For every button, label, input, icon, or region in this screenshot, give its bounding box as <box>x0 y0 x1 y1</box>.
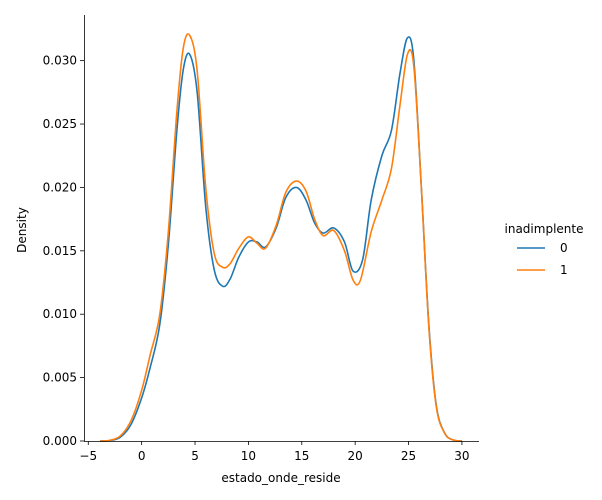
x-tick-label: 25 <box>401 449 416 463</box>
x-axis-label: estado_onde_reside <box>221 471 340 485</box>
y-tick-label: 0.015 <box>43 244 77 258</box>
legend: inadimplente 01 <box>505 222 584 277</box>
x-tick-label: 5 <box>191 449 199 463</box>
x-tick-label: 20 <box>348 449 363 463</box>
y-axis-label: Density <box>15 207 29 253</box>
x-tick-label: 10 <box>241 449 256 463</box>
y-tick-label: 0.010 <box>43 307 77 321</box>
legend-entries: 01 <box>517 241 568 277</box>
x-tick-label: −5 <box>79 449 97 463</box>
x-tick-label: 30 <box>454 449 469 463</box>
y-axis-ticks: 0.000 0.005 0.010 0.015 0.020 0.025 0.030 <box>43 54 84 448</box>
plot-area <box>99 33 463 442</box>
density-line-1 <box>99 33 463 442</box>
y-tick-label: 0.030 <box>43 54 77 68</box>
legend-label-0: 0 <box>560 241 568 255</box>
x-axis-ticks: −5 0 5 10 15 20 25 30 <box>79 441 470 463</box>
legend-label-1: 1 <box>560 263 568 277</box>
x-tick-label: 0 <box>138 449 146 463</box>
y-tick-label: 0.005 <box>43 371 77 385</box>
legend-title: inadimplente <box>505 222 584 236</box>
y-tick-label: 0.025 <box>43 117 77 131</box>
y-tick-label: 0.000 <box>43 434 77 448</box>
density-line-0 <box>99 36 463 442</box>
y-tick-label: 0.020 <box>43 180 77 194</box>
x-tick-label: 15 <box>294 449 309 463</box>
